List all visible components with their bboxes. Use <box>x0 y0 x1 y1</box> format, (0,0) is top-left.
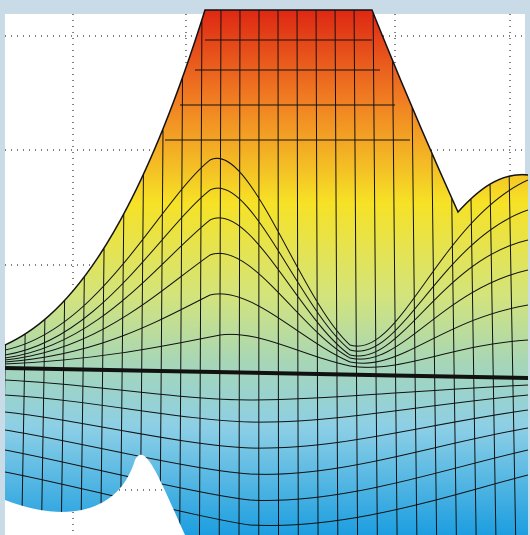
mesh-line <box>372 10 378 535</box>
mesh-line <box>179 10 184 535</box>
mesh-line <box>353 10 359 535</box>
mesh-line <box>391 10 398 535</box>
mesh-line <box>277 10 280 535</box>
mesh-line <box>198 10 203 535</box>
mesh-line <box>238 10 241 535</box>
mesh-line <box>315 10 319 535</box>
surface-edge <box>4 9 529 346</box>
mesh-line <box>334 10 339 535</box>
